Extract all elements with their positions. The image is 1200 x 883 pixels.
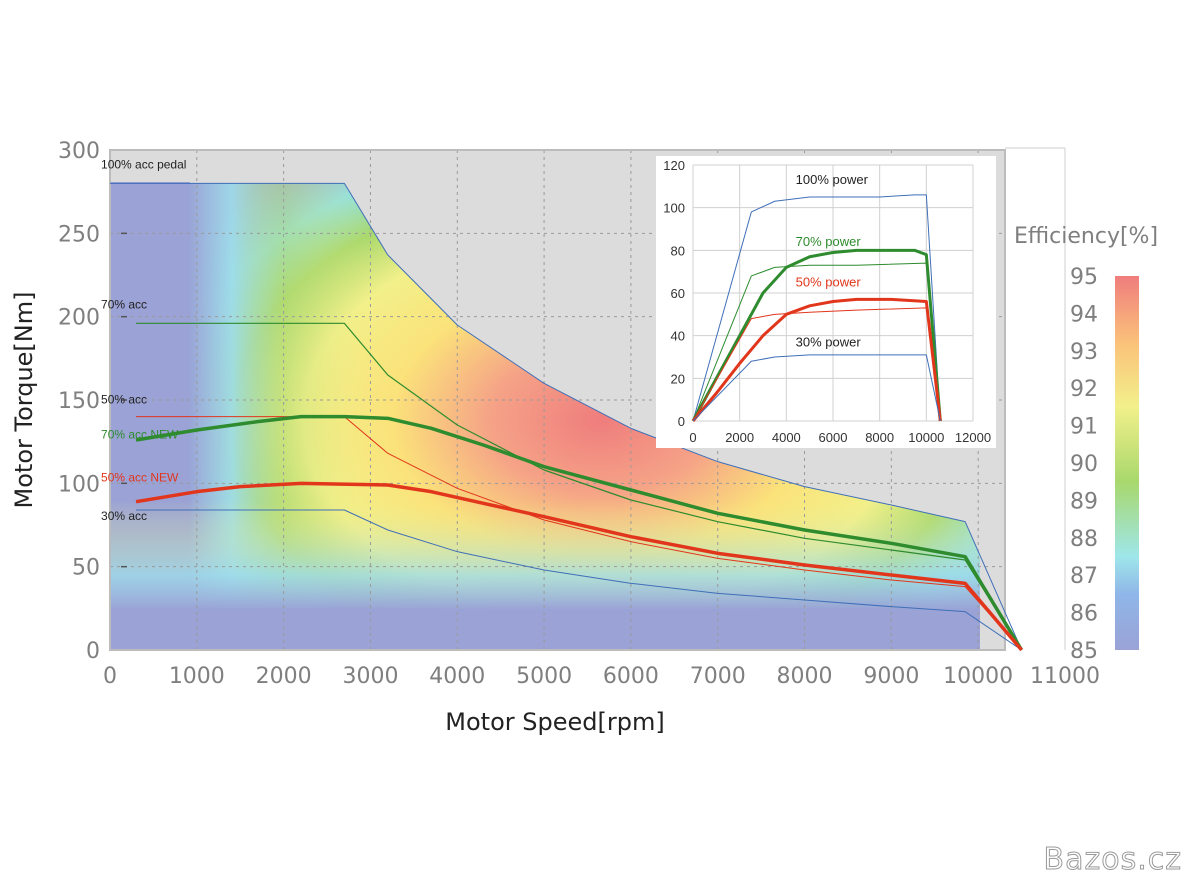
colorbar-tick-label: 93 xyxy=(1070,340,1098,365)
series-30-acc xyxy=(136,509,1022,651)
colorbar-tick-label: 95 xyxy=(1070,265,1098,290)
colorbar-tick-label: 85 xyxy=(1070,639,1098,664)
x-tick-label: 11000 xyxy=(1030,664,1100,689)
y-tick-label: 250 xyxy=(58,222,100,247)
inset-y-tick-label: 20 xyxy=(671,371,685,386)
x-tick-label: 4000 xyxy=(429,664,485,689)
inset-series-100-power xyxy=(692,194,941,422)
x-tick-label: 7000 xyxy=(690,664,746,689)
inset-x-tick-label: 4000 xyxy=(772,430,801,445)
inset-x-tick-label: 10000 xyxy=(908,430,944,445)
inset-y-tick-label: 40 xyxy=(671,329,685,344)
colorbar-tick-label: 92 xyxy=(1070,377,1098,402)
colorbar-title: Efficiency[%] xyxy=(1014,224,1158,249)
colorbar xyxy=(1115,276,1139,650)
x-tick-label: 2000 xyxy=(256,664,312,689)
y-tick-label: 0 xyxy=(86,639,100,664)
inset-series xyxy=(691,194,942,422)
inset-y-tick-label: 80 xyxy=(671,243,685,258)
colorbar-tick-label: 91 xyxy=(1070,415,1098,440)
y-tick-label: 200 xyxy=(58,306,100,331)
x-tick-label: 8000 xyxy=(777,664,833,689)
x-tick-label: 6000 xyxy=(603,664,659,689)
x-tick-label: 0 xyxy=(103,664,117,689)
x-tick-label: 5000 xyxy=(516,664,572,689)
inset-y-tick-label: 100 xyxy=(663,201,685,216)
main-y-ticks: 0 50 100 150 200 250 300 xyxy=(58,139,100,664)
inset-x-tick-label: 12000 xyxy=(955,430,991,445)
label-70-acc-new: 70% acc NEW xyxy=(101,427,179,441)
series-100-acc-pedal xyxy=(110,182,1023,651)
inset-x-tick-label: 8000 xyxy=(865,430,894,445)
inset-label-70-power: 70% power xyxy=(796,234,862,249)
inset-y-tick-label: 0 xyxy=(678,414,685,429)
x-tick-label: 3000 xyxy=(342,664,398,689)
inset-x-tick-label: 0 xyxy=(689,430,696,445)
y-tick-label: 50 xyxy=(72,556,100,581)
label-100-acc-pedal: 100% acc pedal xyxy=(101,157,186,171)
inset-x-ticks: 0 2000 4000 6000 8000 10000 12000 xyxy=(689,430,991,445)
inset-y-tick-label: 60 xyxy=(671,286,685,301)
inset-curve-labels: 100% power 70% power 50% power 30% power xyxy=(796,172,869,349)
inset-series-70-power xyxy=(691,248,942,422)
y-tick-label: 300 xyxy=(58,139,100,164)
y-axis-title: Motor Torque[Nm] xyxy=(10,292,38,509)
y-tick-label: 100 xyxy=(58,472,100,497)
inset-power-chart: 100% power 70% power 50% power 30% power 0 2… xyxy=(656,156,996,448)
x-tick-label: 10000 xyxy=(943,664,1013,689)
inset-y-tick-label: 120 xyxy=(663,158,685,173)
label-50-acc: 50% acc xyxy=(101,392,147,406)
series-70-acc-new xyxy=(135,414,1024,651)
main-curve-labels: 100% acc pedal 70% acc 50% acc 70% acc NEW 5… xyxy=(101,157,186,523)
inset-grid xyxy=(692,164,974,422)
label-50-acc-new: 50% acc NEW xyxy=(101,471,179,485)
colorbar-tick-label: 86 xyxy=(1070,602,1098,627)
inset-label-50-power: 50% power xyxy=(796,275,862,290)
inset-x-tick-label: 6000 xyxy=(819,430,848,445)
inset-series-30-power xyxy=(692,354,941,422)
main-x-ticks: 0 1000 2000 3000 4000 5000 6000 7000 8000 9000 100… xyxy=(103,664,1100,689)
label-70-acc: 70% acc xyxy=(101,297,147,311)
plot-border xyxy=(109,149,1006,651)
colorbar-tick-label: 89 xyxy=(1070,489,1098,514)
colorbar-tick-label: 90 xyxy=(1070,452,1098,477)
x-tick-label: 1000 xyxy=(169,664,225,689)
inset-label-30-power: 30% power xyxy=(796,334,862,349)
label-30-acc: 30% acc xyxy=(101,509,147,523)
series-50-acc xyxy=(136,416,1022,651)
x-tick-label: 9000 xyxy=(863,664,919,689)
colorbar-ticks: 85 86 87 88 89 90 91 92 93 94 95 xyxy=(1070,265,1098,664)
inset-x-tick-label: 2000 xyxy=(725,430,754,445)
inset-series-50-power xyxy=(691,297,942,422)
x-axis-title: Motor Speed[rpm] xyxy=(445,708,664,736)
watermark: Bazos.cz xyxy=(1043,842,1182,878)
main-series xyxy=(110,182,1024,652)
y-tick-label: 150 xyxy=(58,389,100,414)
colorbar-tick-label: 87 xyxy=(1070,564,1098,589)
series-70-acc xyxy=(136,322,1023,651)
series-50-acc-new xyxy=(135,481,1023,652)
inset-label-100-power: 100% power xyxy=(796,172,869,187)
inset-y-ticks: 0 20 40 60 80 100 120 xyxy=(663,158,685,429)
colorbar-tick-label: 88 xyxy=(1070,527,1098,552)
colorbar-tick-label: 94 xyxy=(1070,302,1098,327)
